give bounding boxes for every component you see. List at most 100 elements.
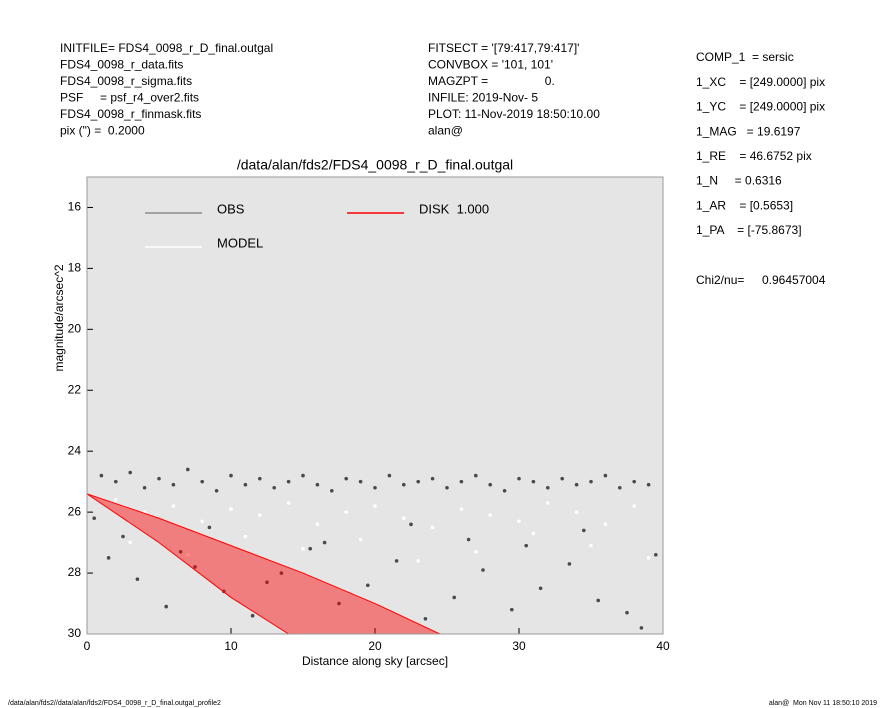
fit-parameter: 1_AR = [0.5653] — [696, 198, 793, 212]
fit-parameter: 1_MAG = 19.6197 — [696, 124, 801, 138]
header-middle-line: CONVBOX = '101, 101' — [428, 58, 553, 72]
data-point — [207, 525, 212, 530]
y-axis-label: magnitude/arcsec^2 — [52, 264, 66, 371]
data-point — [214, 489, 219, 493]
data-point — [546, 485, 550, 490]
data-point — [301, 546, 305, 551]
data-point — [193, 565, 197, 569]
data-point — [358, 479, 363, 484]
data-point — [416, 479, 421, 484]
data-point — [164, 604, 168, 609]
data-point — [459, 479, 464, 484]
data-point — [639, 626, 644, 630]
data-point — [157, 476, 161, 481]
data-point — [373, 485, 377, 490]
header-left-line: INITFILE= FDS4_0098_r_D_final.outgal — [60, 41, 273, 55]
legend-label: DISK 1.000 — [419, 201, 489, 216]
data-point — [279, 571, 284, 575]
header-left-line: FDS4_0098_r_finmask.fits — [60, 107, 201, 121]
data-point — [178, 549, 183, 554]
y-tick-label: 26 — [68, 504, 82, 518]
data-point — [92, 516, 96, 521]
x-tick-label: 30 — [512, 639, 526, 653]
data-point — [315, 522, 320, 527]
data-point — [582, 528, 586, 533]
data-point — [337, 601, 341, 606]
y-tick-label: 18 — [68, 261, 82, 275]
data-point — [430, 476, 435, 481]
data-point — [99, 473, 104, 478]
header-middle-line: INFILE: 2019-Nov- 5 — [428, 91, 538, 105]
data-point — [322, 540, 327, 545]
y-tick-label: 22 — [68, 382, 82, 396]
data-point — [243, 482, 248, 487]
data-point — [488, 482, 493, 487]
y-tick-label: 28 — [68, 565, 82, 579]
data-point — [308, 546, 313, 551]
y-tick-label: 30 — [68, 626, 82, 640]
data-point — [646, 556, 651, 560]
data-point — [510, 607, 514, 612]
data-point — [603, 473, 608, 478]
plot-background — [86, 176, 664, 635]
data-point — [128, 540, 132, 545]
data-point — [387, 473, 392, 478]
data-point — [646, 482, 651, 487]
data-point — [250, 613, 255, 618]
data-point — [135, 577, 140, 581]
fit-parameter: COMP_1 = sersic — [696, 50, 794, 64]
fit-parameter: 1_N = 0.6316 — [696, 174, 782, 188]
data-point — [366, 583, 370, 588]
fit-parameter: 1_RE = 46.6752 pix — [696, 149, 812, 163]
data-point — [531, 531, 536, 536]
y-tick-label: 16 — [68, 200, 82, 214]
data-point — [272, 485, 277, 490]
disk-band — [87, 493, 441, 634]
chart-title: /data/alan/fds2/FDS4_0098_r_D_final.outg… — [237, 157, 513, 173]
x-tick-label: 40 — [656, 639, 670, 653]
y-tick-label: 24 — [68, 443, 82, 457]
x-axis-label: Distance along sky [arcsec] — [302, 654, 448, 668]
header-left-line: FDS4_0098_r_data.fits — [60, 58, 183, 72]
data-point — [402, 482, 406, 487]
data-point — [301, 473, 305, 478]
data-point — [574, 510, 579, 514]
data-point — [286, 501, 291, 505]
data-point — [128, 470, 132, 475]
footer-right: alan@ Mon Nov 11 18:50:10 2019 — [769, 700, 877, 707]
data-point — [171, 482, 176, 487]
data-point — [546, 501, 550, 505]
data-point — [423, 616, 428, 621]
plot-frame — [86, 176, 664, 635]
data-point — [603, 522, 608, 527]
data-point — [258, 476, 262, 481]
x-tick-label: 20 — [368, 639, 382, 653]
data-point — [625, 610, 629, 615]
data-point — [229, 473, 233, 478]
data-point — [654, 552, 658, 557]
data-point — [200, 519, 204, 524]
header-middle-line: alan@ — [428, 124, 463, 138]
data-point — [531, 479, 536, 484]
header-middle-line: FITSECT = '[79:417,79:417]' — [428, 41, 579, 55]
fit-parameter: 1_YC = [249.0000] pix — [696, 100, 825, 114]
data-point — [524, 543, 528, 548]
data-point — [265, 580, 269, 585]
data-point — [373, 504, 377, 508]
data-point — [121, 534, 125, 539]
y-tick-label: 20 — [68, 322, 82, 336]
data-point — [344, 476, 349, 481]
data-point — [560, 476, 564, 481]
data-point — [488, 513, 493, 517]
data-point — [186, 467, 190, 472]
data-point — [114, 479, 118, 484]
data-point — [394, 559, 399, 563]
x-tick-label: 0 — [84, 639, 91, 653]
data-point — [344, 510, 349, 514]
header-left-line: pix (") = 0.2000 — [60, 124, 145, 138]
data-point — [474, 473, 478, 478]
data-point — [502, 489, 507, 493]
data-point — [459, 507, 464, 511]
data-point — [416, 559, 421, 563]
